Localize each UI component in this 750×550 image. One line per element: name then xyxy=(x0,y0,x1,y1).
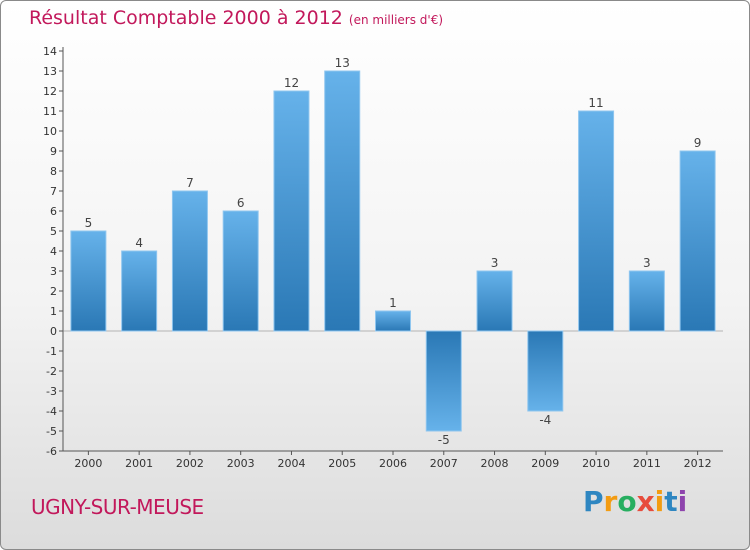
x-tick-label: 2006 xyxy=(379,457,407,470)
y-tick-label: 1 xyxy=(50,305,57,318)
x-tick-label: 2007 xyxy=(430,457,458,470)
y-tick-label: -3 xyxy=(46,385,57,398)
bar xyxy=(679,150,716,332)
logo-letter: t xyxy=(664,485,678,518)
chart-title: Résultat Comptable 2000 à 2012 (en millie… xyxy=(29,7,443,29)
x-tick-label: 2000 xyxy=(74,457,102,470)
x-tick-label: 2010 xyxy=(582,457,610,470)
y-tick-label: 5 xyxy=(50,225,57,238)
logo-letter: x xyxy=(636,485,655,518)
x-tick-label: 2009 xyxy=(531,457,559,470)
data-label: 11 xyxy=(588,96,603,110)
bar xyxy=(476,270,513,332)
y-tick-label: 7 xyxy=(50,185,57,198)
x-tick-label: 2001 xyxy=(125,457,153,470)
bar xyxy=(425,330,462,432)
bar xyxy=(171,190,208,332)
data-label: 1 xyxy=(389,296,397,310)
bar xyxy=(70,230,107,332)
x-tick-label: 2002 xyxy=(176,457,204,470)
chart-title-text: Résultat Comptable 2000 à 2012 xyxy=(29,7,343,29)
y-tick-label: -5 xyxy=(46,425,57,438)
logo-letter: i xyxy=(677,485,688,518)
y-tick-label: -1 xyxy=(46,345,57,358)
x-tick-label: 2012 xyxy=(684,457,712,470)
bar xyxy=(222,210,259,332)
y-tick-label: 10 xyxy=(43,125,57,138)
y-tick-label: -2 xyxy=(46,365,57,378)
bar xyxy=(121,250,158,332)
data-label: -5 xyxy=(438,433,450,447)
data-label: 13 xyxy=(335,56,350,70)
bar xyxy=(324,70,361,332)
chart-unit: (en milliers d'€) xyxy=(348,13,444,27)
logo-letter: P xyxy=(583,485,604,518)
x-tick-label: 2004 xyxy=(277,457,305,470)
data-label: 4 xyxy=(135,236,143,250)
y-tick-label: -4 xyxy=(46,405,57,418)
data-label: 9 xyxy=(694,136,702,150)
x-tick-label: 2008 xyxy=(481,457,509,470)
y-tick-label: 13 xyxy=(43,65,57,78)
y-tick-label: 12 xyxy=(43,85,57,98)
x-tick-label: 2003 xyxy=(227,457,255,470)
logo-letter: o xyxy=(617,485,637,518)
bar xyxy=(375,310,411,332)
data-label: 6 xyxy=(237,196,245,210)
data-label: -4 xyxy=(539,413,551,427)
data-label: 7 xyxy=(186,176,194,190)
y-tick-label: 14 xyxy=(43,45,57,58)
y-tick-label: 6 xyxy=(50,205,57,218)
logo-letter: r xyxy=(603,485,618,518)
y-tick-label: 2 xyxy=(50,285,57,298)
data-label: 12 xyxy=(284,76,299,90)
commune-name: UGNY-SUR-MEUSE xyxy=(31,495,204,519)
bar xyxy=(628,270,665,332)
x-tick-label: 2011 xyxy=(633,457,661,470)
y-tick-label: 4 xyxy=(50,245,57,258)
data-label: 3 xyxy=(491,256,499,270)
data-label: 5 xyxy=(85,216,93,230)
bar xyxy=(527,330,564,412)
y-tick-label: 11 xyxy=(43,105,57,118)
bar xyxy=(578,110,615,332)
y-tick-label: 8 xyxy=(50,165,57,178)
proxiti-logo: Proxiti xyxy=(583,485,687,518)
logo-letter: i xyxy=(654,485,665,518)
y-tick-label: -6 xyxy=(46,445,57,458)
data-label: 3 xyxy=(643,256,651,270)
bar xyxy=(273,90,310,332)
x-tick-label: 2005 xyxy=(328,457,356,470)
y-tick-label: 3 xyxy=(50,265,57,278)
y-tick-label: 0 xyxy=(50,325,57,338)
y-tick-label: 9 xyxy=(50,145,57,158)
